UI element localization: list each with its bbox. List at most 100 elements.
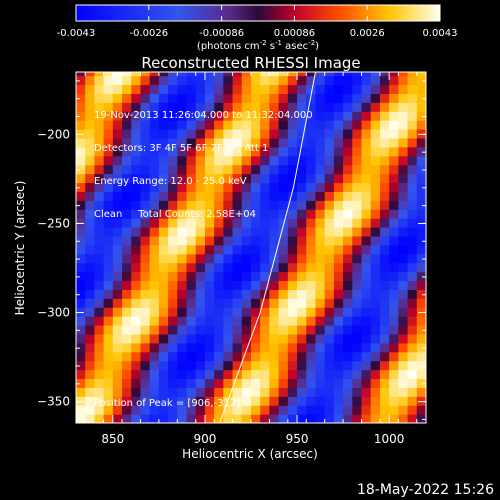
heatmap-cell xyxy=(186,289,197,299)
heatmap-cell xyxy=(204,387,215,397)
heatmap-cell xyxy=(168,360,178,371)
heatmap-cell xyxy=(149,182,160,192)
heatmap-cell xyxy=(177,182,188,192)
heatmap-cell xyxy=(94,227,105,237)
heatmap-cell xyxy=(343,271,353,282)
heatmap-cell xyxy=(379,72,390,77)
heatmap-cell xyxy=(416,360,426,371)
heatmap-cell xyxy=(94,84,105,94)
heatmap-cell xyxy=(251,280,261,290)
heatmap-cell xyxy=(122,235,132,246)
heatmap-cell xyxy=(370,209,381,219)
heatmap-cell xyxy=(232,129,243,139)
heatmap-cell xyxy=(204,218,215,228)
heatmap-cell xyxy=(407,75,418,86)
heatmap-cell xyxy=(398,253,409,264)
heatmap-cell xyxy=(112,75,123,86)
heatmap-cell xyxy=(232,307,243,317)
heatmap-cell xyxy=(370,378,381,388)
heatmap-cell xyxy=(177,262,188,273)
heatmap-cell xyxy=(361,351,372,362)
heatmap-cell xyxy=(379,235,390,246)
heatmap-cell xyxy=(324,316,335,326)
heatmap-cell xyxy=(389,307,399,317)
heatmap-cell xyxy=(131,75,142,86)
heatmap-cell xyxy=(352,218,363,228)
heatmap-cell xyxy=(297,120,307,130)
heatmap-cell xyxy=(343,182,353,192)
heatmap-cell xyxy=(94,191,105,201)
heatmap-cell xyxy=(131,253,142,264)
heatmap-cell xyxy=(269,155,280,166)
heatmap-cell xyxy=(389,333,399,344)
heatmap-cell xyxy=(398,307,409,317)
heatmap-cell xyxy=(361,75,372,86)
heatmap-cell xyxy=(122,209,132,219)
heatmap-cell xyxy=(379,84,390,94)
heatmap-cell xyxy=(287,378,298,388)
heatmap-cell xyxy=(158,235,169,246)
heatmap-cell xyxy=(352,75,363,86)
heatmap-cell xyxy=(251,405,261,415)
heatmap-cell xyxy=(76,173,86,184)
heatmap-cell xyxy=(361,333,372,344)
heatmap-cell xyxy=(287,396,298,406)
heatmap-cell xyxy=(103,405,114,415)
heatmap-cell xyxy=(103,387,114,397)
heatmap-cell xyxy=(269,93,280,103)
heatmap-cell xyxy=(186,342,197,353)
heatmap-cell xyxy=(94,75,105,86)
heatmap-cell xyxy=(379,378,390,388)
heatmap-cell xyxy=(76,72,86,77)
heatmap-cell xyxy=(287,155,298,166)
heatmap-cell xyxy=(324,93,335,103)
heatmap-cell xyxy=(370,102,381,112)
heatmap-cell xyxy=(232,244,243,255)
heatmap-cell xyxy=(370,218,381,228)
heatmap-cell xyxy=(140,244,151,255)
heatmap-cell xyxy=(223,342,234,353)
heatmap-cell xyxy=(140,72,151,77)
heatmap-cell xyxy=(177,227,188,237)
heatmap-cell xyxy=(407,93,418,103)
heatmap-cell xyxy=(76,289,86,299)
heatmap-cell xyxy=(269,75,280,86)
heatmap-cell xyxy=(140,146,151,157)
heatmap-cell xyxy=(260,129,271,139)
heatmap-cell xyxy=(85,253,96,264)
heatmap-cell xyxy=(389,164,399,175)
heatmap-cell xyxy=(85,369,96,380)
heatmap-cell xyxy=(94,129,105,139)
heatmap-cell xyxy=(398,137,409,148)
heatmap-cell xyxy=(333,387,344,397)
heatmap-cell xyxy=(214,93,224,103)
heatmap-cell xyxy=(195,173,206,184)
heatmap-cell xyxy=(333,102,344,112)
heatmap-cell xyxy=(204,200,215,210)
heatmap-cell xyxy=(223,120,234,130)
heatmap-cell xyxy=(94,280,105,290)
heatmap-cell xyxy=(324,72,335,77)
heatmap-cell xyxy=(103,155,114,166)
heatmap-cell xyxy=(168,227,178,237)
heatmap-cell xyxy=(269,102,280,112)
heatmap-cell xyxy=(315,200,326,210)
heatmap-cell xyxy=(343,369,353,380)
heatmap-cell xyxy=(251,146,261,157)
heatmap-cell xyxy=(278,191,289,201)
heatmap-cell xyxy=(398,111,409,121)
heatmap-cell xyxy=(398,235,409,246)
heatmap-cell xyxy=(241,244,252,255)
heatmap-cell xyxy=(407,191,418,201)
heatmap-cell xyxy=(149,316,160,326)
x-tick-label: 900 xyxy=(193,432,216,446)
heatmap-cell xyxy=(204,271,215,282)
heatmap-cell xyxy=(223,414,234,423)
heatmap-cell xyxy=(214,369,224,380)
heatmap-cell xyxy=(241,209,252,219)
heatmap-cell xyxy=(333,155,344,166)
heatmap-cell xyxy=(407,200,418,210)
heatmap-cell xyxy=(158,289,169,299)
heatmap-cell xyxy=(333,137,344,148)
heatmap-cell xyxy=(168,75,178,86)
